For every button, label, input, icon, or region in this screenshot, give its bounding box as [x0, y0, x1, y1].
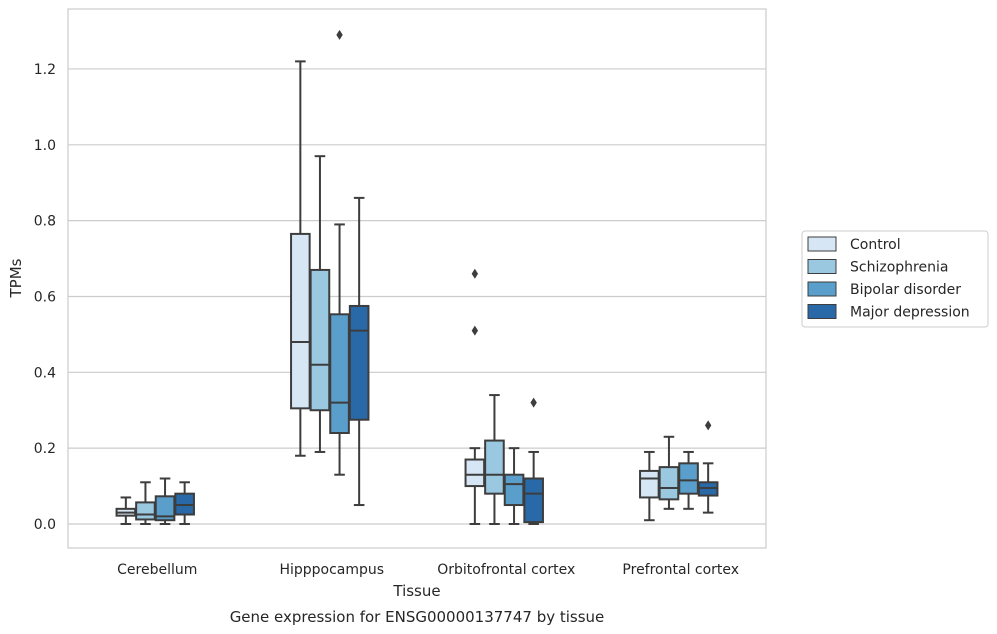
- legend-swatch: [807, 236, 837, 252]
- y-tick-label: 0.0: [34, 517, 56, 533]
- x-axis-label: Tissue: [392, 582, 440, 600]
- box: [697, 420, 719, 514]
- legend-swatch: [807, 259, 837, 274]
- x-tick-label: Hipppocampus: [279, 562, 384, 578]
- y-tick-label: 0.8: [34, 214, 56, 230]
- outlier-point: [336, 29, 343, 40]
- box: [329, 29, 350, 476]
- box-body: [290, 232, 311, 410]
- y-axis-label: TPMs: [7, 258, 25, 298]
- box: [639, 450, 660, 522]
- legend-label: Control: [850, 237, 901, 253]
- x-tick-labels: Cerebellum Hipppocampus Orbitofrontal cort…: [117, 562, 739, 578]
- legend-swatch: [807, 304, 837, 319]
- box: [503, 447, 525, 525]
- y-tick-label: 0.4: [34, 365, 56, 381]
- plot-area-frame: [67, 8, 767, 549]
- x-tick-label: Orbitofrontal cortex: [437, 562, 575, 578]
- y-tick-labels: 0.0 0.2 0.4 0.6 0.8 1.0 1.2: [34, 62, 56, 533]
- box-body: [135, 501, 156, 521]
- box-group: [290, 29, 370, 507]
- box-body: [503, 473, 525, 507]
- box: [154, 477, 176, 525]
- x-tick-label: Cerebellum: [117, 562, 197, 578]
- box-body: [523, 477, 544, 524]
- box-body: [678, 462, 699, 495]
- y-tick-label: 0.2: [34, 441, 56, 457]
- box-body: [639, 469, 660, 499]
- x-tick-label: Prefrontal cortex: [622, 562, 739, 578]
- y-tick-label: 1.2: [34, 62, 56, 78]
- y-tick-label: 0.6: [34, 289, 56, 305]
- figure-caption: Gene expression for ENSG00000137747 by t…: [230, 608, 605, 626]
- box: [135, 481, 156, 525]
- legend-swatch: [807, 281, 837, 297]
- box-body: [348, 304, 370, 421]
- box: [464, 268, 486, 525]
- box-group: [464, 268, 544, 525]
- y-tick-label: 1.0: [34, 138, 56, 154]
- box: [309, 155, 331, 453]
- legend-frame: [801, 230, 989, 328]
- box-body: [329, 313, 350, 434]
- box-body: [154, 495, 176, 522]
- box-group: [639, 420, 719, 522]
- box: [174, 481, 195, 525]
- outlier-point: [471, 325, 479, 336]
- box: [523, 397, 544, 525]
- box: [658, 435, 680, 510]
- box-groups: [115, 29, 719, 525]
- legend-items: Control Schizophrenia Bipolar disorder Majo…: [807, 236, 970, 321]
- box-group: [115, 477, 195, 525]
- legend-label: Schizophrenia: [850, 260, 948, 276]
- box: [484, 394, 505, 525]
- box: [678, 450, 699, 510]
- box-body: [658, 466, 680, 501]
- box: [348, 196, 370, 507]
- grid-lines: [68, 68, 766, 525]
- legend: Control Schizophrenia Bipolar disorder Majo…: [801, 230, 989, 328]
- box-body: [464, 458, 486, 488]
- legend-label: Bipolar disorder: [850, 282, 961, 298]
- outlier-point: [530, 397, 537, 408]
- box: [290, 60, 311, 457]
- box: [115, 496, 137, 525]
- outlier-point: [471, 268, 479, 279]
- legend-label: Major depression: [850, 305, 970, 321]
- box-body: [484, 439, 505, 495]
- outlier-point: [704, 420, 712, 431]
- box-body: [309, 268, 331, 412]
